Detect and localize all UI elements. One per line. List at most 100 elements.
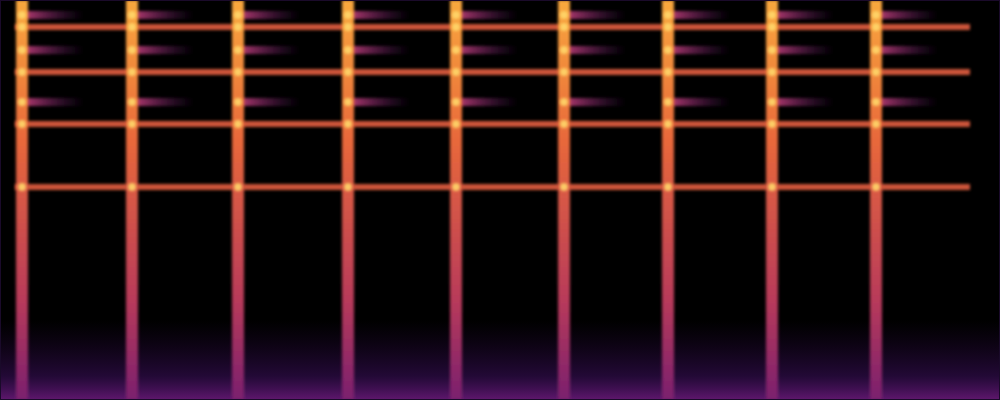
hot-spot [664,46,672,54]
hot-spot [560,68,568,76]
pulse [232,0,244,400]
harmonic-band [15,24,970,30]
hot-spot [560,183,568,191]
noise-floor [0,320,1000,400]
hot-spot [872,23,880,31]
hot-spot [872,120,880,128]
harmonic-band [15,69,970,75]
hot-spot [18,68,26,76]
pulse [16,0,28,400]
hot-spot [664,183,672,191]
hot-spot [452,23,460,31]
chart-root [0,0,1000,400]
hot-spot [128,68,136,76]
hot-spot [560,98,568,106]
echo-tail [22,11,84,19]
hot-spot [128,23,136,31]
pulse [342,0,354,400]
hot-spot [872,11,880,19]
hot-spot [18,183,26,191]
hot-spot [768,46,776,54]
hot-spot [128,120,136,128]
hot-spot [18,11,26,19]
hot-spot [560,46,568,54]
echo-tail [22,98,84,106]
echo-tail [564,11,626,19]
echo-tail [238,46,300,54]
echo-tail [772,98,834,106]
hot-spot [234,23,242,31]
pulse [558,0,570,400]
hot-spot [872,98,880,106]
hot-spot [234,68,242,76]
hot-spot [872,68,880,76]
echo-tail [456,11,518,19]
harmonic-band [15,184,970,190]
echo-tail [668,11,730,19]
harmonic-band [15,121,970,127]
background [0,0,1000,400]
pulse [662,0,674,400]
echo-tail [772,11,834,19]
hot-spot [664,23,672,31]
echo-tail [238,98,300,106]
echo-tail [348,11,410,19]
pulse [450,0,462,400]
hot-spot [234,120,242,128]
hot-spot [128,183,136,191]
plot-area [0,0,1000,400]
hot-spot [18,46,26,54]
echo-tail [564,46,626,54]
hot-spot [768,11,776,19]
hot-spot [560,120,568,128]
hot-spot [18,120,26,128]
echo-tail [564,98,626,106]
echo-tail [348,46,410,54]
hot-spot [452,98,460,106]
hot-spot [872,183,880,191]
pulse [766,0,778,400]
hot-spot [344,183,352,191]
hot-spot [560,23,568,31]
hot-spot [128,46,136,54]
hot-spot [344,68,352,76]
echo-tail [668,98,730,106]
hot-spot [768,183,776,191]
hot-spot [768,120,776,128]
hot-spot [452,46,460,54]
hot-spot [452,68,460,76]
hot-spot [452,120,460,128]
pulse [126,0,138,400]
hot-spot [234,98,242,106]
hot-spot [234,46,242,54]
echo-tail [876,46,938,54]
hot-spot [128,11,136,19]
hot-spot [664,98,672,106]
echo-tail [876,98,938,106]
plot-frame [1,1,1000,400]
hot-spot [18,23,26,31]
echo-tail [238,11,300,19]
hot-spot [344,120,352,128]
echo-tail [132,11,194,19]
echo-tail [348,98,410,106]
hot-spot [768,98,776,106]
hot-spot [768,68,776,76]
hot-spot [18,98,26,106]
hot-spot [452,11,460,19]
echo-tail [132,98,194,106]
echo-tail [456,98,518,106]
hot-spot [344,23,352,31]
hot-spot [344,98,352,106]
hot-spot [872,46,880,54]
hot-spot [664,11,672,19]
echo-tail [456,46,518,54]
hot-spot [128,98,136,106]
spectrogram [0,0,1000,400]
hot-spot [560,11,568,19]
echo-tail [876,11,938,19]
hot-spot [344,46,352,54]
echo-tail [22,46,84,54]
hot-spot [664,120,672,128]
hot-spot [344,11,352,19]
